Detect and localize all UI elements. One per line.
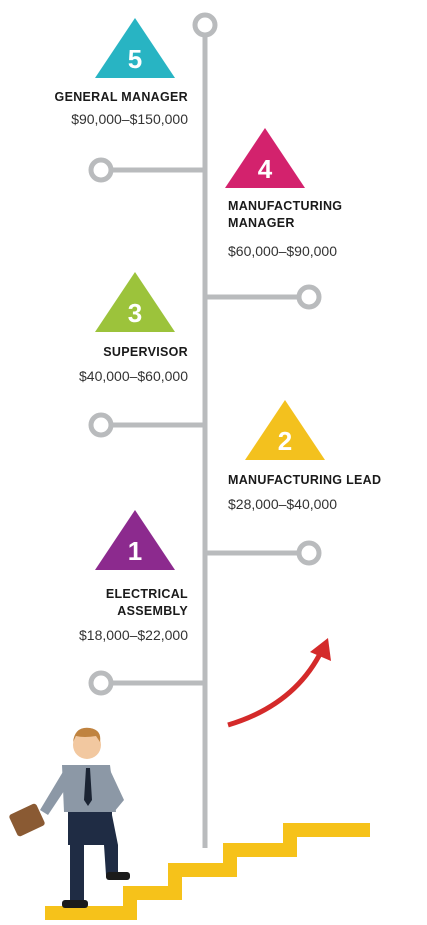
position-title: MANUFACTURING LEAD bbox=[228, 473, 381, 487]
level-number: 4 bbox=[258, 154, 273, 184]
level-number: 2 bbox=[278, 426, 292, 456]
position-title: MANAGER bbox=[228, 216, 295, 230]
salary-range: $18,000–$22,000 bbox=[79, 627, 188, 643]
level-number: 1 bbox=[128, 536, 142, 566]
growth-arrow bbox=[228, 638, 331, 725]
salary-range: $60,000–$90,000 bbox=[228, 243, 337, 259]
level-number: 5 bbox=[128, 44, 142, 74]
salary-range: $28,000–$40,000 bbox=[228, 496, 337, 512]
level-number: 3 bbox=[128, 298, 142, 328]
career-ladder: 5 GENERAL MANAGER $90,000–$150,000 4 MANUFAC… bbox=[0, 0, 427, 925]
position-title: GENERAL MANAGER bbox=[55, 90, 188, 104]
salary-range: $40,000–$60,000 bbox=[79, 368, 188, 384]
position-title: MANUFACTURING bbox=[228, 199, 342, 213]
salary-range: $90,000–$150,000 bbox=[71, 111, 188, 127]
positions: 5 GENERAL MANAGER $90,000–$150,000 4 MANUFAC… bbox=[55, 18, 382, 643]
position-title: ELECTRICAL bbox=[106, 587, 188, 601]
person bbox=[8, 728, 130, 908]
position-title: ASSEMBLY bbox=[117, 604, 188, 618]
position-title: SUPERVISOR bbox=[103, 345, 188, 359]
